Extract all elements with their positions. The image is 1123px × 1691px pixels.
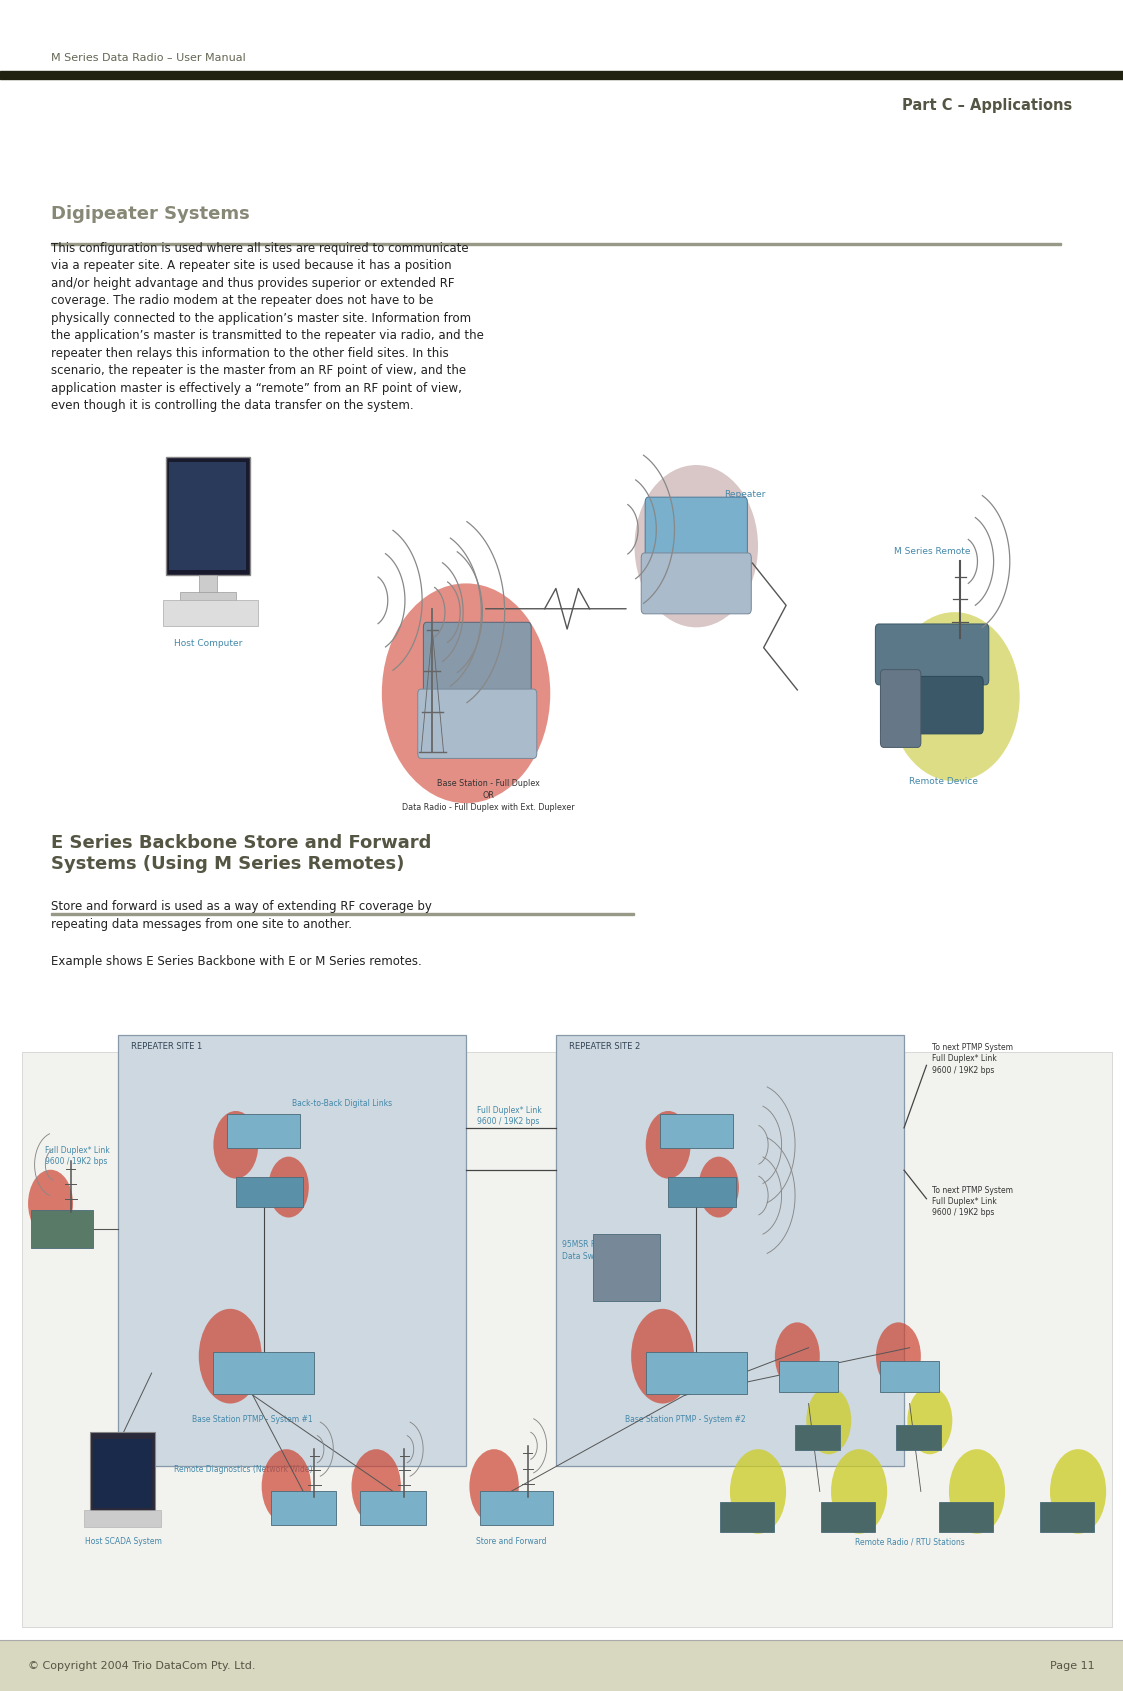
- Bar: [90, 1432, 155, 1513]
- Bar: [1040, 1502, 1094, 1532]
- Text: Base Station PTMP - System #1: Base Station PTMP - System #1: [192, 1415, 313, 1424]
- Text: M Series Remote: M Series Remote: [894, 548, 970, 556]
- Bar: [896, 1424, 941, 1449]
- Bar: [779, 1361, 838, 1392]
- Bar: [880, 1361, 939, 1392]
- Text: M Series Data Radio – User Manual: M Series Data Radio – User Manual: [51, 52, 245, 63]
- Ellipse shape: [889, 612, 1020, 781]
- Bar: [199, 575, 217, 595]
- Text: To next PTMP System
Full Duplex* Link
9600 / 19K2 bps: To next PTMP System Full Duplex* Link 96…: [932, 1185, 1013, 1218]
- Circle shape: [262, 1449, 311, 1524]
- Text: © Copyright 2004 Trio DataCom Pty. Ltd.: © Copyright 2004 Trio DataCom Pty. Ltd.: [28, 1661, 256, 1671]
- Text: Remote Device: Remote Device: [909, 778, 978, 786]
- Circle shape: [1050, 1449, 1106, 1534]
- FancyBboxPatch shape: [423, 622, 531, 697]
- Bar: [720, 1502, 774, 1532]
- Bar: [163, 600, 258, 626]
- Bar: [84, 1510, 161, 1527]
- Circle shape: [28, 1170, 73, 1238]
- Bar: [646, 1353, 747, 1393]
- FancyBboxPatch shape: [875, 624, 988, 685]
- FancyBboxPatch shape: [645, 497, 748, 561]
- Circle shape: [631, 1309, 694, 1404]
- Bar: [0, 71, 1123, 78]
- Text: Full Duplex* Link
9600 / 19K2 bps: Full Duplex* Link 9600 / 19K2 bps: [45, 1145, 110, 1165]
- Text: 95MSR RS-232
Data Switch(Multiplexer): 95MSR RS-232 Data Switch(Multiplexer): [562, 1241, 657, 1260]
- Circle shape: [775, 1322, 820, 1390]
- Ellipse shape: [634, 465, 758, 627]
- Bar: [795, 1424, 840, 1449]
- Bar: [360, 1491, 426, 1525]
- FancyBboxPatch shape: [880, 670, 921, 747]
- Circle shape: [268, 1157, 309, 1218]
- Text: Base Station - Full Duplex
OR
Data Radio - Full Duplex with Ext. Duplexer: Base Station - Full Duplex OR Data Radio…: [402, 780, 575, 812]
- Circle shape: [831, 1449, 887, 1534]
- Circle shape: [876, 1322, 921, 1390]
- Text: Host Computer: Host Computer: [174, 639, 241, 648]
- Bar: [939, 1502, 993, 1532]
- Bar: [271, 1491, 336, 1525]
- Text: E Series Backbone Store and Forward
Systems (Using M Series Remotes): E Series Backbone Store and Forward Syst…: [51, 834, 431, 873]
- Text: To next PTMP System
Full Duplex* Link
9600 / 19K2 bps: To next PTMP System Full Duplex* Link 96…: [932, 1043, 1013, 1074]
- Ellipse shape: [382, 583, 550, 803]
- Bar: [93, 1439, 152, 1508]
- Bar: [180, 592, 236, 605]
- Circle shape: [213, 1111, 258, 1179]
- Circle shape: [699, 1157, 739, 1218]
- Bar: [22, 1052, 1112, 1627]
- Text: Remote Radio / RTU Stations: Remote Radio / RTU Stations: [855, 1537, 965, 1546]
- Circle shape: [730, 1449, 786, 1534]
- Bar: [481, 1491, 553, 1525]
- Text: Page 11: Page 11: [1050, 1661, 1095, 1671]
- Text: Back-to-Back Digital Links: Back-to-Back Digital Links: [292, 1099, 392, 1108]
- Text: REPEATER SITE 1: REPEATER SITE 1: [131, 1042, 202, 1050]
- Bar: [51, 244, 1061, 245]
- Bar: [118, 1035, 466, 1466]
- Bar: [668, 1177, 736, 1207]
- Bar: [0, 1640, 1123, 1691]
- Circle shape: [806, 1387, 851, 1454]
- Bar: [51, 913, 634, 915]
- Text: Store and Forward: Store and Forward: [476, 1537, 546, 1546]
- Text: This configuration is used where all sites are required to communicate
via a rep: This configuration is used where all sit…: [51, 242, 483, 413]
- Text: Remote Diagnostics (Network Wide): Remote Diagnostics (Network Wide): [174, 1464, 312, 1475]
- Text: Repeater: Repeater: [724, 490, 766, 499]
- FancyBboxPatch shape: [880, 676, 984, 734]
- Circle shape: [949, 1449, 1005, 1534]
- Text: Host SCADA System: Host SCADA System: [85, 1537, 162, 1546]
- Text: Store and forward is used as a way of extending RF coverage by
repeating data me: Store and forward is used as a way of ex…: [51, 900, 431, 969]
- Circle shape: [646, 1111, 691, 1179]
- Circle shape: [351, 1449, 401, 1524]
- Text: Part C – Applications: Part C – Applications: [902, 98, 1072, 113]
- Text: Base Station PTMP - System #2: Base Station PTMP - System #2: [624, 1415, 746, 1424]
- Bar: [556, 1035, 904, 1466]
- Circle shape: [199, 1309, 262, 1404]
- Circle shape: [469, 1449, 519, 1524]
- Bar: [166, 457, 249, 575]
- Circle shape: [907, 1387, 952, 1454]
- FancyBboxPatch shape: [641, 553, 751, 614]
- Text: REPEATER SITE 2: REPEATER SITE 2: [569, 1042, 640, 1050]
- Bar: [236, 1177, 303, 1207]
- Bar: [213, 1353, 314, 1393]
- Text: Full Duplex* Link
9600 / 19K2 bps: Full Duplex* Link 9600 / 19K2 bps: [477, 1106, 542, 1126]
- Bar: [821, 1502, 875, 1532]
- Bar: [227, 1114, 300, 1148]
- Text: Digipeater Systems: Digipeater Systems: [51, 205, 249, 223]
- Bar: [593, 1233, 660, 1302]
- Bar: [660, 1114, 733, 1148]
- Bar: [31, 1211, 92, 1248]
- FancyBboxPatch shape: [418, 690, 537, 758]
- FancyBboxPatch shape: [889, 681, 941, 729]
- Bar: [168, 462, 246, 570]
